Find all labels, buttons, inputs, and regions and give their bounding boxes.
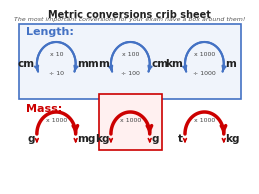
Text: x 1000: x 1000: [194, 52, 215, 57]
FancyBboxPatch shape: [19, 24, 241, 99]
Text: g: g: [28, 134, 35, 144]
Text: cm: cm: [152, 59, 169, 69]
Text: Length:: Length:: [26, 27, 74, 37]
Text: mg: mg: [77, 134, 96, 144]
Text: m: m: [226, 59, 236, 69]
Text: mm: mm: [77, 59, 99, 69]
Text: x 1000: x 1000: [194, 118, 215, 123]
Text: x 1000: x 1000: [120, 118, 141, 123]
Text: Metric conversions crib sheet: Metric conversions crib sheet: [48, 10, 211, 20]
Text: m: m: [98, 59, 109, 69]
Text: km: km: [165, 59, 183, 69]
Text: t: t: [178, 134, 183, 144]
Text: Mass:: Mass:: [26, 104, 62, 114]
Text: x 1000: x 1000: [46, 118, 67, 123]
Text: x 100: x 100: [122, 52, 139, 57]
Text: ÷ 10: ÷ 10: [49, 71, 64, 76]
Text: The most important conversions for your exam have a box around them!: The most important conversions for your …: [14, 17, 245, 22]
Text: ÷ 1000: ÷ 1000: [193, 71, 216, 76]
Text: cm: cm: [18, 59, 35, 69]
Text: ÷ 100: ÷ 100: [121, 71, 140, 76]
Text: g: g: [152, 134, 159, 144]
FancyBboxPatch shape: [99, 94, 162, 150]
Text: kg: kg: [226, 134, 240, 144]
Text: kg: kg: [95, 134, 109, 144]
Text: x 10: x 10: [49, 52, 63, 57]
